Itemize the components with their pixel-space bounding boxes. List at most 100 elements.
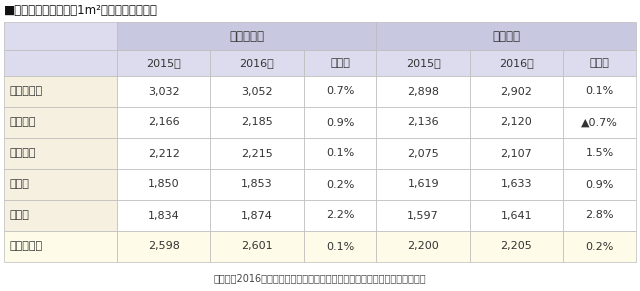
Text: 2,107: 2,107 (500, 148, 532, 159)
Text: 埼玉県: 埼玉県 (9, 180, 29, 189)
Bar (117, 169, 211, 200)
Text: 0.1%: 0.1% (326, 148, 354, 159)
Text: 2,205: 2,205 (500, 242, 532, 251)
Bar (4, 138, 117, 169)
Text: 2,212: 2,212 (148, 148, 180, 159)
Bar (470, 107, 563, 138)
Bar (470, 231, 563, 262)
Text: 2016年: 2016年 (239, 58, 275, 68)
Bar (563, 107, 636, 138)
Bar (563, 138, 636, 169)
Bar (117, 50, 211, 76)
Bar (4, 200, 117, 231)
Text: 2.2%: 2.2% (326, 210, 355, 221)
Bar (117, 107, 211, 138)
Bar (211, 76, 303, 107)
Text: 0.7%: 0.7% (326, 86, 354, 97)
Text: 2015年: 2015年 (147, 58, 181, 68)
Bar (4, 76, 117, 107)
Bar (4, 169, 117, 200)
Text: 3,052: 3,052 (241, 86, 273, 97)
Text: 1,850: 1,850 (148, 180, 179, 189)
Text: 0.2%: 0.2% (326, 180, 354, 189)
Bar (470, 200, 563, 231)
Bar (211, 200, 303, 231)
Bar (117, 76, 211, 107)
Bar (117, 231, 211, 262)
Text: 1,597: 1,597 (407, 210, 439, 221)
Text: 3,032: 3,032 (148, 86, 179, 97)
Bar (303, 231, 376, 262)
Bar (117, 22, 376, 50)
Bar (4, 50, 117, 76)
Bar (563, 200, 636, 231)
Text: 1,853: 1,853 (241, 180, 273, 189)
Bar (4, 231, 117, 262)
Text: 1,834: 1,834 (148, 210, 179, 221)
Bar (376, 200, 470, 231)
Text: 0.1%: 0.1% (586, 86, 614, 97)
Bar (470, 169, 563, 200)
Text: 0.2%: 0.2% (586, 242, 614, 251)
Text: 1.5%: 1.5% (586, 148, 614, 159)
Text: 2,136: 2,136 (407, 118, 439, 127)
Bar (303, 107, 376, 138)
Bar (211, 169, 303, 200)
Text: 東京都下: 東京都下 (9, 118, 35, 127)
Text: 0.9%: 0.9% (586, 180, 614, 189)
Text: 0.9%: 0.9% (326, 118, 354, 127)
Bar (376, 107, 470, 138)
Bar (376, 138, 470, 169)
Text: 2,215: 2,215 (241, 148, 273, 159)
Text: 1,874: 1,874 (241, 210, 273, 221)
Text: 2,601: 2,601 (241, 242, 273, 251)
Text: 神奈川県: 神奈川県 (9, 148, 35, 159)
Text: 2,902: 2,902 (500, 86, 532, 97)
Text: 2,166: 2,166 (148, 118, 179, 127)
Bar (211, 107, 303, 138)
Bar (211, 231, 303, 262)
Bar (376, 169, 470, 200)
Bar (303, 138, 376, 169)
Bar (470, 76, 563, 107)
Bar (563, 50, 636, 76)
Text: マンション: マンション (229, 29, 264, 42)
Text: 首都圏平均: 首都圏平均 (9, 242, 42, 251)
Bar (376, 22, 636, 50)
Bar (470, 138, 563, 169)
Text: 2015年: 2015年 (406, 58, 440, 68)
Text: 2,185: 2,185 (241, 118, 273, 127)
Bar (211, 50, 303, 76)
Text: 2016年: 2016年 (499, 58, 534, 68)
Bar (4, 22, 117, 50)
Bar (563, 231, 636, 262)
Bar (4, 107, 117, 138)
Bar (563, 169, 636, 200)
Text: 前年比: 前年比 (589, 58, 609, 68)
Bar (117, 138, 211, 169)
Text: 出典：「2016年年間　首都圏の居住用賃貸物件成約動向」アットホーム調べ: 出典：「2016年年間 首都圏の居住用賃貸物件成約動向」アットホーム調べ (214, 273, 426, 283)
Text: 東京２３区: 東京２３区 (9, 86, 42, 97)
Text: 0.1%: 0.1% (326, 242, 354, 251)
Bar (563, 76, 636, 107)
Text: 1,619: 1,619 (407, 180, 439, 189)
Text: 2,898: 2,898 (407, 86, 439, 97)
Bar (303, 169, 376, 200)
Bar (376, 231, 470, 262)
Text: 2.8%: 2.8% (586, 210, 614, 221)
Text: 2,120: 2,120 (500, 118, 532, 127)
Bar (303, 76, 376, 107)
Text: ▲0.7%: ▲0.7% (581, 118, 618, 127)
Bar (470, 50, 563, 76)
Text: ■所在地別成約賃料（1m²あたり、単位円）: ■所在地別成約賃料（1m²あたり、単位円） (4, 4, 158, 17)
Text: 千葉県: 千葉県 (9, 210, 29, 221)
Text: 1,633: 1,633 (500, 180, 532, 189)
Bar (303, 200, 376, 231)
Text: 前年比: 前年比 (330, 58, 350, 68)
Text: 2,598: 2,598 (148, 242, 180, 251)
Bar (211, 138, 303, 169)
Text: アパート: アパート (492, 29, 520, 42)
Bar (117, 200, 211, 231)
Text: 2,075: 2,075 (407, 148, 439, 159)
Bar (376, 76, 470, 107)
